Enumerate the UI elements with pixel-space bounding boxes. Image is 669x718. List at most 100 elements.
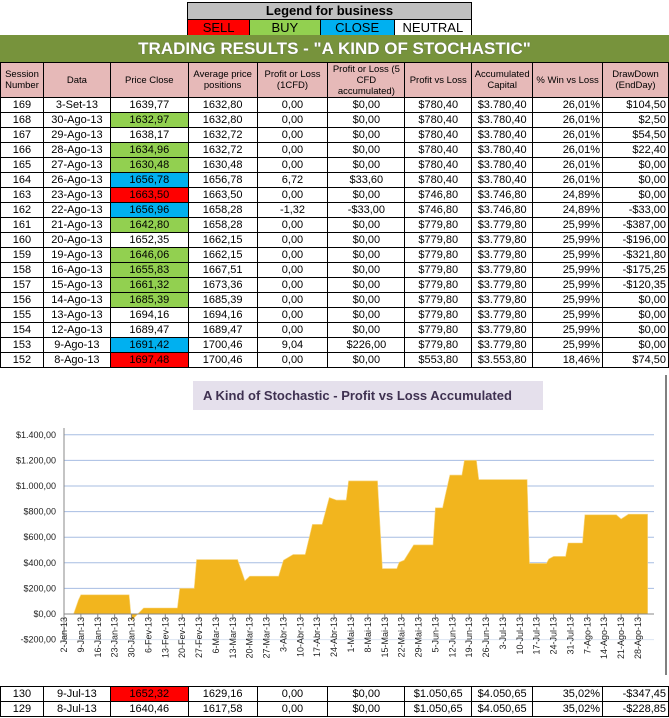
table-cell: 26,01% [532, 142, 603, 158]
table-cell: $0,00 [602, 157, 669, 173]
table-row: 129 8-Jul-13 1640,46 1617,58 0,00 $0,00 $1.050… [0, 701, 669, 717]
legend-neutral: NEUTRAL [394, 20, 471, 35]
table-cell: $780,40 [404, 112, 473, 128]
results-table: Session Number Data Price Close Average pri… [0, 62, 669, 368]
table-cell: $3.746,80 [471, 187, 534, 203]
table-cell: $0,00 [327, 217, 406, 233]
table-cell: $0,00 [327, 97, 406, 113]
table-cell: 21-Ago-13 [42, 217, 111, 233]
table-cell: 165 [0, 157, 44, 173]
table-cell: 26,01% [532, 157, 603, 173]
table-cell: 154 [0, 322, 44, 338]
table-cell: 8-Ago-13 [42, 352, 111, 368]
table-cell: 35,02% [532, 686, 603, 702]
page-title: TRADING RESULTS - "A KIND OF STOCHASTIC" [0, 35, 669, 62]
table-row: 168 30-Ago-13 1632,97 1632,80 0,00 $0,00 $780,… [0, 112, 669, 128]
table-cell: $3.779,80 [471, 247, 534, 263]
table-cell: 156 [0, 292, 44, 308]
results-table-continued: 130 9-Jul-13 1652,32 1629,16 0,00 $0,00 $1.050… [0, 686, 669, 717]
table-cell: 1632,72 [187, 127, 258, 143]
table-row: 157 15-Ago-13 1661,32 1673,36 0,00 $0,00 $779,… [0, 277, 669, 293]
table-cell: 24,89% [532, 202, 603, 218]
chart-title: A Kind of Stochastic - Profit vs Loss Ac… [193, 381, 543, 410]
table-cell: 1700,46 [187, 352, 258, 368]
table-cell: 25,99% [532, 307, 603, 323]
table-cell: 1658,28 [187, 217, 258, 233]
table-cell: 1662,15 [187, 232, 258, 248]
table-cell: $3.779,80 [471, 292, 534, 308]
table-row: 153 9-Ago-13 1691,42 1700,46 9,04 $226,00 $779… [0, 337, 669, 353]
table-cell: $1.050,65 [404, 686, 473, 702]
table-cell: $746,80 [404, 202, 473, 218]
table-cell: $3.553,80 [471, 352, 534, 368]
table-cell: 1630,48 [109, 157, 189, 173]
table-cell: 28-Ago-13 [42, 142, 111, 158]
column-header: Price Close [109, 62, 189, 98]
table-cell: $3.780,40 [471, 127, 534, 143]
x-tick-label: 24-Abr-13 [329, 617, 339, 657]
table-cell: 1617,58 [187, 701, 258, 717]
table-cell: $1.050,65 [404, 701, 473, 717]
x-tick-label: 3-Jul-13 [498, 617, 508, 650]
table-cell: 25,99% [532, 232, 603, 248]
x-tick-label: 28-Ago-13 [633, 617, 643, 659]
table-cell: 129 [0, 701, 44, 717]
table-cell: 1630,48 [187, 157, 258, 173]
y-tick-label: $1.200,00 [16, 455, 56, 465]
table-cell: 1632,72 [187, 142, 258, 158]
table-cell: $0,00 [327, 322, 406, 338]
table-cell: 0,00 [256, 142, 329, 158]
table-cell: $0,00 [327, 686, 406, 702]
x-tick-label: 19-Jun-13 [464, 617, 474, 658]
table-cell: 20-Ago-13 [42, 232, 111, 248]
table-row: 156 14-Ago-13 1685,39 1685,39 0,00 $0,00 $779,… [0, 292, 669, 308]
table-cell: 23-Ago-13 [42, 187, 111, 203]
x-tick-label: 20-Fev-13 [177, 617, 187, 658]
legend-close: CLOSE [320, 20, 395, 35]
table-cell: -1,32 [256, 202, 329, 218]
table-cell: $780,40 [404, 142, 473, 158]
table-cell: $779,80 [404, 262, 473, 278]
table-cell: 1632,80 [187, 97, 258, 113]
table-cell: $0,00 [602, 307, 669, 323]
table-cell: $0,00 [327, 352, 406, 368]
table-cell: $0,00 [327, 112, 406, 128]
table-cell: 22-Ago-13 [42, 202, 111, 218]
table-cell: -$33,00 [327, 202, 406, 218]
x-tick-label: 31-Jul-13 [565, 617, 575, 655]
table-cell: $779,80 [404, 277, 473, 293]
x-tick-label: 17-Jul-13 [532, 617, 542, 655]
table-cell: 0,00 [256, 187, 329, 203]
table-cell: 1646,06 [109, 247, 189, 263]
table-cell: 19-Ago-13 [42, 247, 111, 263]
legend-items: SELL BUY CLOSE NEUTRAL [188, 20, 471, 35]
table-cell: 6,72 [256, 172, 329, 188]
table-cell: $779,80 [404, 322, 473, 338]
table-cell: $779,80 [404, 292, 473, 308]
table-cell: 157 [0, 277, 44, 293]
legend-buy: BUY [250, 20, 321, 35]
x-tick-label: 1-Mai-13 [346, 617, 356, 653]
y-tick-label: $0,00 [33, 609, 56, 619]
table-cell: -$175,25 [602, 262, 669, 278]
x-tick-label: 14-Ago-13 [599, 617, 609, 659]
table-cell: 25,99% [532, 262, 603, 278]
table-cell: 25,99% [532, 322, 603, 338]
x-tick-label: 6-Fev-13 [143, 617, 153, 653]
x-tick-label: 15-Mai-13 [380, 617, 390, 658]
table-cell: $54,50 [602, 127, 669, 143]
table-cell: 1667,51 [187, 262, 258, 278]
table-cell: 0,00 [256, 157, 329, 173]
x-tick-label: 3-Abr-13 [278, 617, 288, 652]
table-cell: 13-Ago-13 [42, 307, 111, 323]
table-cell: 1661,32 [109, 277, 189, 293]
column-header: Profit vs Loss [404, 62, 473, 98]
y-tick-label: $200,00 [23, 583, 56, 593]
table-cell: $0,00 [602, 172, 669, 188]
table-cell: $0,00 [602, 292, 669, 308]
table-cell: $0,00 [327, 157, 406, 173]
x-tick-label: 20-Mar-13 [245, 617, 255, 659]
table-row: 163 23-Ago-13 1663,50 1663,50 0,00 $0,00 $746,… [0, 187, 669, 203]
table-cell: 1685,39 [187, 292, 258, 308]
x-tick-label: 2-Jan-13 [59, 617, 69, 653]
